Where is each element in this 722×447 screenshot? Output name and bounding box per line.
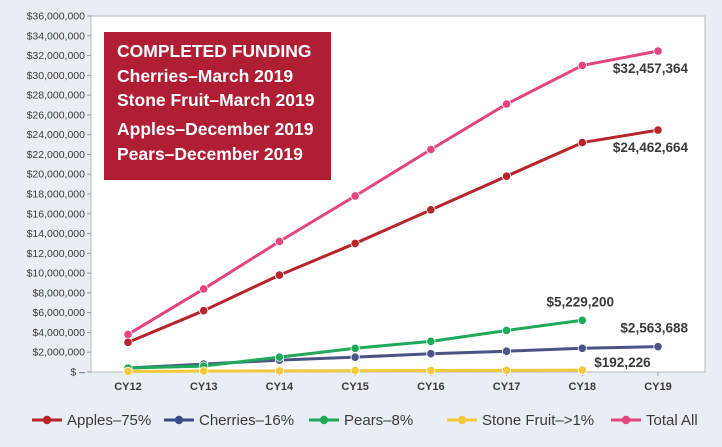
- data-point-stone: [350, 366, 360, 376]
- completed-funding-banner: COMPLETED FUNDING Cherries–March 2019 Ston…: [104, 32, 331, 180]
- data-point-apples: [501, 171, 512, 181]
- data-point-stone: [577, 365, 587, 375]
- data-point-apples: [274, 270, 285, 280]
- data-point-stone: [274, 366, 285, 376]
- y-tick-label: $22,000,000: [27, 149, 86, 161]
- data-point-total: [426, 144, 436, 155]
- data-point-total: [350, 191, 360, 201]
- x-tick-label: CY17: [493, 381, 521, 393]
- data-point-pears: [426, 349, 436, 359]
- data-point-pears: [501, 346, 512, 356]
- data-point-pears: [577, 343, 587, 353]
- legend-item: Apples–75%: [32, 412, 151, 429]
- x-tick-label: CY14: [266, 381, 294, 393]
- data-point-total: [577, 60, 587, 71]
- data-point-cherries: [350, 343, 360, 353]
- legend-label: Apples–75%: [67, 412, 151, 429]
- data-point-apples: [199, 306, 209, 316]
- y-tick-label: $36,000,000: [27, 11, 86, 23]
- y-tick-label: $4,000,000: [32, 327, 85, 339]
- x-tick-label: CY15: [341, 381, 369, 393]
- banner-line: Apples–December 2019: [117, 119, 314, 139]
- data-point-cherries: [501, 325, 512, 336]
- data-point-stone: [199, 366, 209, 376]
- y-tick-label: $30,000,000: [27, 70, 86, 82]
- data-label: $5,229,200: [546, 294, 614, 309]
- banner-line: Stone Fruit–March 2019: [117, 90, 315, 110]
- data-point-stone: [501, 365, 512, 375]
- series-stone: [123, 365, 587, 377]
- data-point-pears: [350, 352, 360, 362]
- data-point-apples: [426, 205, 436, 215]
- data-point-total: [653, 46, 663, 56]
- legend-marker: [174, 415, 184, 425]
- y-tick-label: $2,000,000: [32, 347, 85, 359]
- banner-background: [104, 32, 331, 180]
- data-point-apples: [123, 337, 133, 347]
- legend-marker: [319, 415, 329, 425]
- y-tick-label: $34,000,000: [27, 30, 86, 42]
- series-line-total: [126, 49, 660, 336]
- y-tick-label: $28,000,000: [27, 90, 86, 102]
- y-tick-label: $12,000,000: [27, 248, 86, 260]
- y-tick-label: $ –: [70, 367, 85, 379]
- x-tick-label: CY13: [190, 381, 218, 393]
- data-point-apples: [350, 238, 360, 249]
- series-line-apples: [126, 128, 660, 344]
- data-point-total: [123, 329, 133, 340]
- legend: Apples–75% Cherries–16% Pears–8% Stone Frui…: [32, 412, 698, 429]
- data-point-total: [274, 236, 285, 247]
- data-point-total: [199, 284, 209, 294]
- data-point-apples: [653, 125, 663, 135]
- y-tick-label: $32,000,000: [27, 50, 86, 62]
- legend-marker: [42, 415, 52, 425]
- y-tick-label: $8,000,000: [32, 287, 85, 299]
- banner-heading: COMPLETED FUNDING: [117, 41, 311, 61]
- y-tick-label: $10,000,000: [27, 268, 86, 280]
- legend-label: Pears–8%: [344, 412, 413, 429]
- y-tick-label: $6,000,000: [32, 307, 85, 319]
- data-point-apples: [577, 137, 587, 148]
- data-point-stone: [426, 365, 436, 376]
- y-tick-label: $14,000,000: [27, 228, 86, 240]
- legend-label: Stone Fruit–>1%: [482, 412, 594, 429]
- x-tick-label: CY16: [417, 381, 445, 393]
- legend-label: Total All: [646, 412, 698, 429]
- data-label: $32,457,364: [613, 61, 689, 76]
- legend-label: Cherries–16%: [199, 412, 294, 429]
- banner-line: Cherries–March 2019: [117, 66, 293, 86]
- series-apples: [123, 125, 663, 347]
- data-label: $192,226: [594, 355, 651, 370]
- legend-item: Cherries–16%: [164, 412, 294, 429]
- data-label: $2,563,688: [620, 321, 688, 336]
- legend-marker: [621, 415, 631, 425]
- y-tick-label: $16,000,000: [27, 208, 86, 220]
- y-tick-label: $18,000,000: [27, 189, 86, 201]
- x-tick-label: CY19: [644, 381, 672, 393]
- data-point-cherries: [274, 352, 285, 362]
- data-point-pears: [653, 342, 663, 352]
- y-tick-label: $20,000,000: [27, 169, 86, 181]
- data-point-cherries: [577, 315, 587, 325]
- y-tick-label: $24,000,000: [27, 129, 86, 141]
- data-point-total: [501, 99, 512, 109]
- series-total: [123, 46, 663, 340]
- x-tick-label: CY12: [114, 381, 142, 393]
- data-label: $24,462,664: [613, 140, 689, 155]
- banner-line: Pears–December 2019: [117, 144, 303, 164]
- legend-item: Total All: [611, 412, 698, 429]
- data-point-stone: [123, 366, 133, 377]
- data-point-cherries: [426, 336, 436, 346]
- y-tick-label: $26,000,000: [27, 109, 86, 121]
- x-tick-label: CY18: [569, 381, 597, 393]
- legend-item: Stone Fruit–>1%: [447, 412, 594, 429]
- legend-item: Pears–8%: [309, 412, 413, 429]
- legend-marker: [457, 415, 467, 425]
